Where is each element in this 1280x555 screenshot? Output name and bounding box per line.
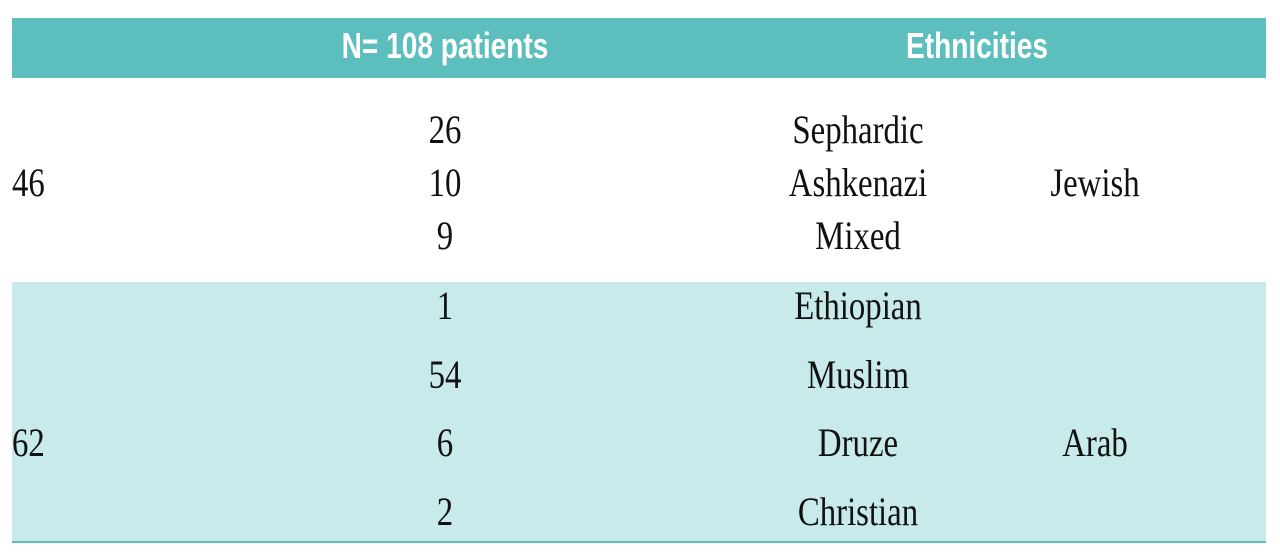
ethnicity-cell: Druze bbox=[817, 420, 899, 465]
group-total: 46 bbox=[12, 160, 45, 205]
group-name: Jewish bbox=[1050, 160, 1140, 205]
ethnicity-cell: Mixed bbox=[815, 213, 901, 258]
count-cell: 6 bbox=[436, 420, 454, 465]
ethnicity-cell: Muslim bbox=[806, 351, 910, 397]
count-cell: 9 bbox=[436, 213, 454, 258]
count-cell: 10 bbox=[428, 160, 462, 205]
ethnicity-cell: Ethiopian bbox=[794, 283, 922, 328]
count-cell: 26 bbox=[428, 107, 462, 152]
count-cell: 54 bbox=[428, 351, 462, 397]
header-cell: N= 108 patients bbox=[341, 25, 549, 66]
bottom-rule bbox=[12, 541, 1266, 543]
count-cell: 1 bbox=[436, 283, 454, 328]
ethnicity-cell: Sephardic bbox=[792, 107, 924, 152]
header-row bbox=[12, 18, 1266, 78]
group-band bbox=[12, 78, 1266, 282]
group-band bbox=[12, 282, 1266, 542]
ethnicity-cell: Christian bbox=[797, 488, 919, 534]
ethnicity-cell: Ashkenazi bbox=[788, 160, 928, 205]
group-total: 62 bbox=[12, 420, 45, 465]
header-cell: Ethnicities bbox=[906, 25, 1048, 66]
group-name: Arab bbox=[1062, 420, 1128, 465]
count-cell: 2 bbox=[436, 488, 454, 534]
